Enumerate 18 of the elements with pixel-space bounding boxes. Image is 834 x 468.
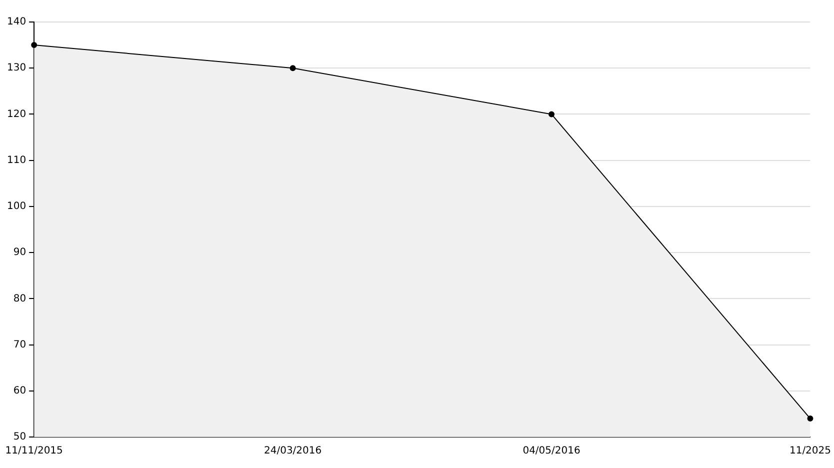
y-tick-label: 110 — [6, 154, 26, 166]
y-tick-label: 50 — [13, 432, 26, 443]
x-tick-label: 24/03/2016 — [264, 446, 322, 457]
y-tick-label: 100 — [6, 201, 26, 212]
y-tick-label: 60 — [13, 385, 26, 396]
x-tick-label: 04/05/2016 — [522, 446, 580, 457]
y-tick-label: 130 — [6, 62, 26, 74]
point — [548, 111, 555, 118]
y-tick-label: 120 — [6, 108, 26, 120]
y-tick-label: 140 — [6, 16, 26, 28]
x-tick-label: 11/11/2015 — [5, 446, 63, 457]
point — [31, 42, 38, 48]
point — [290, 65, 296, 72]
y-tick-label: 90 — [13, 247, 26, 258]
x-tick-label: 11/2025 — [789, 446, 831, 457]
point — [807, 416, 814, 422]
y-tick-label: 80 — [13, 293, 26, 304]
y-tick-label: 70 — [13, 339, 26, 350]
